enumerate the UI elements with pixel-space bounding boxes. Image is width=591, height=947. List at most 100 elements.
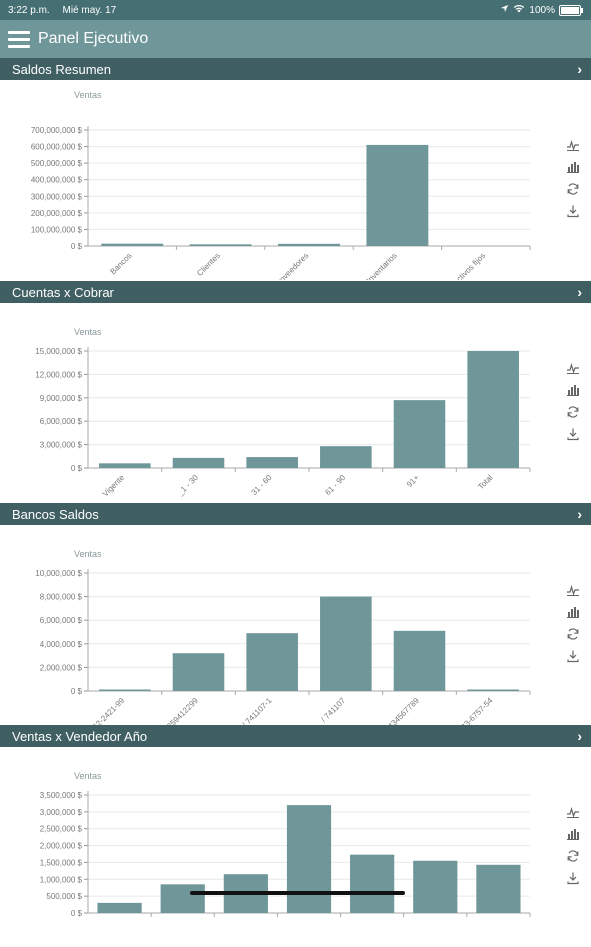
chevron-right-icon[interactable]: › xyxy=(577,61,582,77)
bar-chart-icon[interactable] xyxy=(566,160,584,178)
y-tick-label: 500,000 $ xyxy=(46,892,82,901)
refresh-icon[interactable] xyxy=(566,627,584,645)
bar[interactable] xyxy=(350,854,395,913)
y-tick-label: 0 $ xyxy=(71,464,83,473)
y-axis-title: Ventas xyxy=(74,771,102,781)
app-bar: Panel Ejecutivo xyxy=(0,20,591,58)
status-date: Mié may. 17 xyxy=(62,5,117,16)
status-bar: 3:22 p.m. Mié may. 17 100% xyxy=(0,0,591,20)
x-tick-label: 31 - 60 xyxy=(250,473,274,497)
chart-container: Ventas 0 $ 3,000,000 $ 6,000,000 $ 9,000,000… xyxy=(0,303,591,503)
y-tick-label: 2,000,000 $ xyxy=(40,842,83,851)
bar[interactable] xyxy=(99,463,151,468)
x-tick-label: _1 - 30 xyxy=(175,473,200,498)
bar[interactable] xyxy=(320,446,372,468)
chevron-right-icon[interactable]: › xyxy=(577,728,582,744)
y-axis-title: Ventas xyxy=(74,327,102,337)
bar[interactable] xyxy=(99,689,151,692)
x-tick-label: Proveedores xyxy=(272,251,310,280)
bar[interactable] xyxy=(320,596,372,691)
bar-chart: Ventas 0 $ 2,000,000 $ 4,000,000 $ 6,000,000… xyxy=(35,549,531,725)
y-tick-label: 300,000,000 $ xyxy=(31,192,83,201)
x-tick-label: 8765434567789 xyxy=(374,696,422,725)
bar[interactable] xyxy=(278,243,340,246)
bar[interactable] xyxy=(246,457,298,468)
x-tick-label: Activos fijos xyxy=(451,251,487,280)
battery-icon xyxy=(559,4,583,16)
x-tick-label: 3543-6757-54 xyxy=(453,696,495,725)
y-tick-label: 6,000,000 $ xyxy=(40,417,83,426)
section-header[interactable]: Bancos Saldos › xyxy=(0,503,591,525)
bar[interactable] xyxy=(393,400,446,468)
x-tick-label: 91+ xyxy=(405,473,421,489)
bar[interactable] xyxy=(467,689,519,692)
x-tick-label: / 1259412299 xyxy=(159,696,200,725)
line-chart-icon[interactable] xyxy=(566,805,584,823)
download-icon[interactable] xyxy=(566,427,584,445)
bar-chart-icon[interactable] xyxy=(566,383,584,401)
y-tick-label: 10,000,000 $ xyxy=(35,569,82,578)
line-chart-icon[interactable] xyxy=(566,138,584,156)
y-tick-label: 8,000,000 $ xyxy=(40,593,83,602)
bar[interactable] xyxy=(413,860,458,913)
bar[interactable] xyxy=(467,351,519,468)
y-tick-label: 12,000,000 $ xyxy=(35,370,82,379)
bar[interactable] xyxy=(97,902,142,913)
bar[interactable] xyxy=(189,244,252,246)
section-title: Cuentas x Cobrar xyxy=(12,285,114,300)
bar-chart-icon[interactable] xyxy=(566,605,584,623)
bar-chart-icon[interactable] xyxy=(566,827,584,845)
refresh-icon[interactable] xyxy=(566,405,584,423)
section-title: Saldos Resumen xyxy=(12,62,111,77)
page-title: Panel Ejecutivo xyxy=(38,30,149,47)
y-tick-label: 0 $ xyxy=(71,242,83,251)
chevron-right-icon[interactable]: › xyxy=(577,284,582,300)
section-saldos-resumen: Saldos Resumen › Ventas 0 $ 100,000,000 $ 2… xyxy=(0,58,591,280)
y-tick-label: 600,000,000 $ xyxy=(31,143,83,152)
wifi-icon xyxy=(513,4,525,16)
section-header[interactable]: Cuentas x Cobrar › xyxy=(0,281,591,303)
y-tick-label: 100,000,000 $ xyxy=(31,225,83,234)
y-tick-label: 3,000,000 $ xyxy=(40,441,83,450)
bar[interactable] xyxy=(393,630,446,691)
bar[interactable] xyxy=(476,864,521,913)
download-icon[interactable] xyxy=(566,204,584,222)
y-tick-label: 1,500,000 $ xyxy=(40,858,83,867)
bar[interactable] xyxy=(172,457,225,468)
line-chart-icon[interactable] xyxy=(566,583,584,601)
x-tick-label: / 741107-1 xyxy=(241,696,274,725)
section-header[interactable]: Ventas x Vendedor Año › xyxy=(0,725,591,747)
y-tick-label: 2,500,000 $ xyxy=(40,825,83,834)
chart-container: Ventas 0 $ 500,000 $ 1,000,000 $ 1,500,000 $… xyxy=(0,747,591,947)
section-title: Bancos Saldos xyxy=(12,507,99,522)
x-tick-label: 61 - 90 xyxy=(323,473,347,497)
section-cuentas-x-cobrar: Cuentas x Cobrar › Ventas 0 $ 3,000,000 $ 6… xyxy=(0,281,591,503)
chevron-right-icon[interactable]: › xyxy=(577,506,582,522)
y-tick-label: 500,000,000 $ xyxy=(31,159,83,168)
refresh-icon[interactable] xyxy=(566,182,584,200)
x-tick-label: / 741107 xyxy=(319,696,347,724)
section-header[interactable]: Saldos Resumen › xyxy=(0,58,591,80)
y-axis-title: Ventas xyxy=(74,90,102,100)
y-tick-label: 6,000,000 $ xyxy=(40,616,83,625)
bar[interactable] xyxy=(160,884,205,913)
section-bancos-saldos: Bancos Saldos › Ventas 0 $ 2,000,000 $ 4,00… xyxy=(0,503,591,725)
bar[interactable] xyxy=(286,805,332,913)
bar[interactable] xyxy=(366,144,429,246)
menu-icon[interactable] xyxy=(8,28,30,50)
line-chart-icon[interactable] xyxy=(566,361,584,379)
x-tick-label: Inventarios xyxy=(365,251,399,280)
bar[interactable] xyxy=(246,633,298,691)
download-icon[interactable] xyxy=(566,871,584,889)
y-tick-label: 200,000,000 $ xyxy=(31,209,83,218)
y-tick-label: 3,500,000 $ xyxy=(40,791,83,800)
x-tick-label: Bancos xyxy=(108,251,133,276)
download-icon[interactable] xyxy=(566,649,584,667)
y-tick-label: 1,000,000 $ xyxy=(40,875,83,884)
scroll-overlay-bar xyxy=(190,891,405,895)
bar-chart: Ventas 0 $ 3,000,000 $ 6,000,000 $ 9,000,000… xyxy=(35,327,531,499)
bar[interactable] xyxy=(101,243,164,246)
bar[interactable] xyxy=(172,653,225,691)
refresh-icon[interactable] xyxy=(566,849,584,867)
section-title: Ventas x Vendedor Año xyxy=(12,729,148,744)
